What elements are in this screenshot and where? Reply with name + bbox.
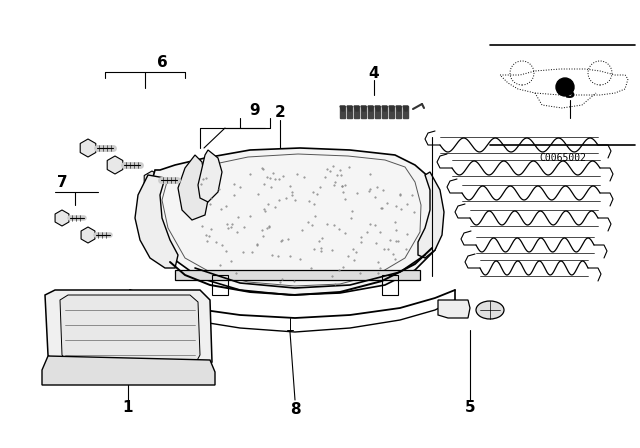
Polygon shape — [361, 106, 366, 118]
Text: 8: 8 — [290, 402, 300, 418]
Text: 1: 1 — [123, 401, 133, 415]
Text: 4: 4 — [369, 65, 380, 81]
Polygon shape — [347, 106, 352, 118]
Text: C0065002: C0065002 — [539, 153, 586, 163]
Text: 5: 5 — [465, 401, 476, 415]
Polygon shape — [178, 155, 208, 220]
Polygon shape — [389, 106, 394, 118]
Text: 7: 7 — [57, 175, 67, 190]
Polygon shape — [175, 270, 420, 280]
Text: 3: 3 — [564, 86, 575, 100]
Polygon shape — [375, 106, 380, 118]
Polygon shape — [368, 106, 373, 118]
Polygon shape — [354, 106, 359, 111]
Polygon shape — [382, 106, 387, 118]
Ellipse shape — [476, 301, 504, 319]
Polygon shape — [382, 106, 387, 111]
Polygon shape — [389, 106, 394, 111]
Text: 2: 2 — [275, 104, 285, 120]
Polygon shape — [198, 150, 222, 202]
Polygon shape — [361, 106, 366, 111]
Polygon shape — [42, 356, 215, 385]
Polygon shape — [60, 295, 200, 370]
Polygon shape — [438, 300, 470, 318]
Polygon shape — [403, 106, 408, 111]
Polygon shape — [375, 106, 380, 111]
Polygon shape — [396, 106, 401, 118]
Polygon shape — [403, 106, 408, 118]
Polygon shape — [396, 106, 401, 111]
Text: 9: 9 — [250, 103, 260, 117]
Polygon shape — [340, 106, 345, 118]
Polygon shape — [354, 106, 359, 118]
Polygon shape — [340, 106, 345, 111]
Polygon shape — [45, 290, 212, 378]
Polygon shape — [418, 172, 444, 258]
Polygon shape — [347, 106, 352, 111]
Circle shape — [556, 78, 574, 96]
Polygon shape — [368, 106, 373, 111]
Polygon shape — [148, 148, 440, 295]
Text: 6: 6 — [157, 55, 168, 69]
Polygon shape — [135, 175, 178, 268]
